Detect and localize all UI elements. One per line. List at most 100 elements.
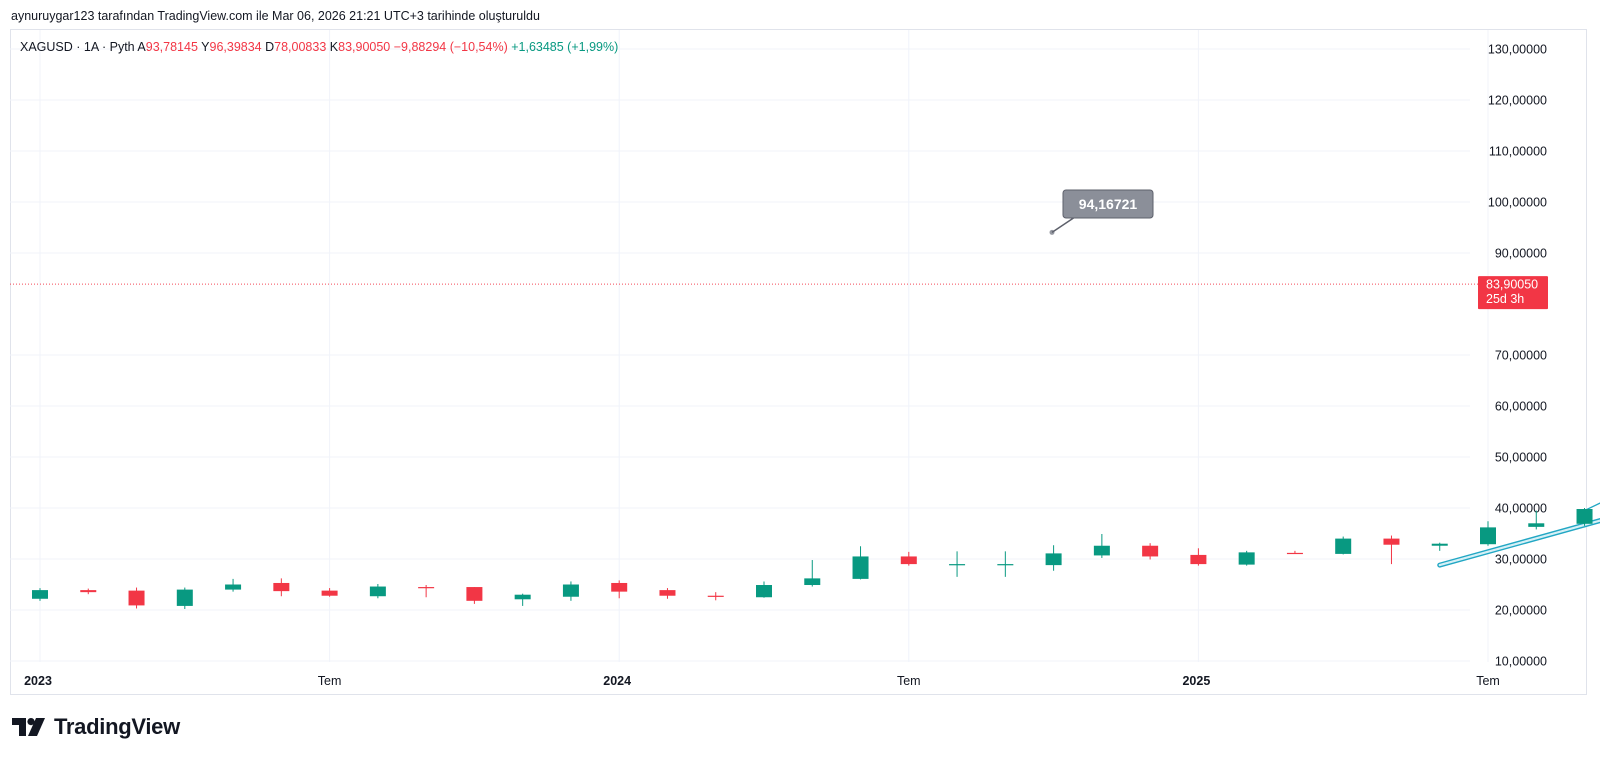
candle-body [1576,509,1593,524]
candle-2023-12[interactable] [562,581,579,601]
drawings-overlay [1049,216,1076,235]
y-tick-label: 10,00000 [1495,655,1547,669]
candle-2024-09[interactable] [997,551,1014,577]
candle-body [466,587,483,601]
candle-body [514,594,531,600]
candle-body [225,584,242,590]
candle-2024-11[interactable] [1093,534,1110,558]
tradingview-brand[interactable]: TradingView [12,714,180,740]
chart-frame[interactable] [10,29,1587,695]
candle-body [1238,552,1255,565]
candle-2023-02[interactable] [80,588,97,595]
candle-body [1190,554,1207,565]
candle-2024-10[interactable] [1045,545,1062,571]
candle-2023-04[interactable] [176,587,193,609]
price-callout[interactable]: 94,16721 [1062,189,1154,219]
candle-2024-12[interactable] [1142,543,1159,560]
y-tick-label: 110,00000 [1489,145,1547,159]
candle-2024-08[interactable] [949,551,966,577]
candle-2023-01[interactable] [32,588,48,601]
x-tick-label: 2023 [24,674,52,688]
price-callout-label: 94,16721 [1079,196,1138,212]
candle-body [997,564,1014,566]
candle-2025-01[interactable] [1190,548,1207,566]
candle-2023-07[interactable] [321,588,338,597]
candles [32,508,1593,609]
x-tick-label: Tem [1476,674,1500,688]
last-price-tag-bg [1478,276,1548,310]
candle-body [1045,553,1062,566]
open-value: 93,78145 [145,40,198,54]
low-value: 78,00833 [274,40,327,54]
candle-2023-09[interactable] [418,585,435,598]
candle-2025-09[interactable] [1576,508,1593,526]
candle-body [562,584,579,597]
candle-body [756,585,772,598]
candle-2023-05[interactable] [225,578,242,592]
y-tick-label: 20,00000 [1495,604,1547,618]
x-tick-label: 2024 [603,674,631,688]
candle-2025-05[interactable] [1383,535,1400,565]
price-axis: 130,00000 120,00000 110,00000 100,00000 90,0… [1488,43,1547,669]
y-tick-label: 120,00000 [1488,94,1547,108]
candle-2024-04[interactable] [756,581,772,598]
y-tick-label: 40,00000 [1495,502,1547,516]
candle-body [659,590,676,596]
open-label: A [137,40,146,54]
candle-body [1480,527,1496,545]
candle-2023-03[interactable] [128,587,145,609]
candle-body [804,578,821,586]
last-price-tag[interactable]: 83,90050 25d 3h [1478,276,1548,310]
candle-body [1142,545,1159,557]
candle-2025-04[interactable] [1335,536,1352,555]
candle-2024-02[interactable] [659,588,676,599]
candle-2023-11[interactable] [514,593,531,606]
candle-2025-08[interactable] [1528,510,1545,530]
high-value: 96,39834 [209,40,262,54]
last-price-label: 83,90050 [1486,278,1538,292]
candle-body [1335,538,1352,554]
time-axis: 2023Tem2024Tem2025Tem2026Tem2027Tem [24,674,1500,688]
candle-2023-10[interactable] [466,587,483,604]
high-label: Y [201,40,210,54]
change-value: −9,88294 (−10,54%) [393,40,508,54]
candle-2023-06[interactable] [273,578,290,597]
candle-2024-05[interactable] [804,560,821,587]
y-tick-label: 90,00000 [1495,247,1547,261]
candle-2024-03[interactable] [707,592,724,601]
bar-countdown-label: 25d 3h [1486,292,1524,306]
candle-2025-06[interactable] [1431,542,1448,551]
y-tick-label: 130,00000 [1488,43,1547,57]
candle-body [1286,552,1303,555]
candle-body [900,556,917,565]
trendline-double[interactable] [1437,364,1600,568]
candle-body [321,590,338,596]
candle-2025-03[interactable] [1286,550,1303,555]
candle-body [176,589,193,606]
candle-body [128,590,145,606]
candle-2024-01[interactable] [611,580,628,599]
x-tick-label: 2025 [1182,674,1210,688]
trendline-double-inner [1438,519,1600,567]
y-tick-label: 100,00000 [1488,196,1547,210]
tradingview-logo-icon [12,718,45,736]
y-tick-label: 50,00000 [1495,451,1547,465]
candle-body [80,590,97,593]
y-tick-label: 60,00000 [1495,400,1547,414]
candle-2025-07[interactable] [1480,521,1496,546]
candle-body [1528,523,1545,527]
symbol-legend[interactable]: XAGUSD · 1A · Pyth A93,78145 Y96,39834 D… [20,40,618,54]
candle-2025-02[interactable] [1238,550,1255,566]
trendline-thin[interactable] [1584,232,1600,512]
change-secondary-value: +1,63485 (+1,99%) [511,40,619,54]
symbol-name[interactable]: XAGUSD · 1A · Pyth [20,40,135,54]
candle-body [611,582,628,592]
y-tick-label: 30,00000 [1495,553,1547,567]
candle-body [1093,545,1110,556]
candle-2023-08[interactable] [369,583,386,599]
drawings [1437,232,1600,568]
candle-2024-07[interactable] [900,551,917,566]
candle-2024-06[interactable] [852,546,869,580]
candle-body [32,590,48,599]
